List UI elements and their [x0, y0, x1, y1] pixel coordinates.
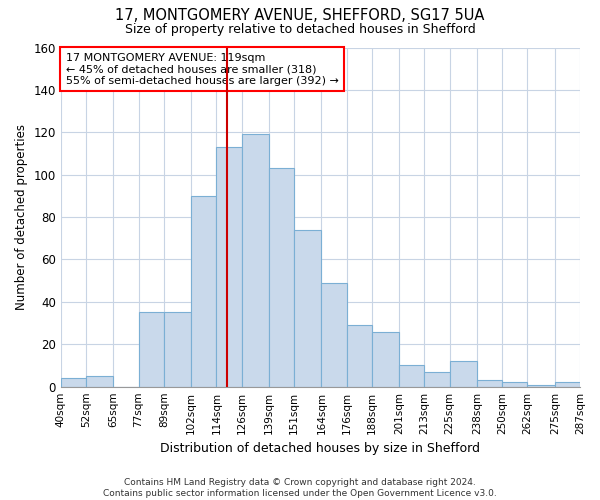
Text: Size of property relative to detached houses in Shefford: Size of property relative to detached ho…: [125, 22, 475, 36]
Bar: [217, 147, 242, 386]
Bar: [294, 230, 322, 386]
Bar: [372, 332, 399, 386]
Bar: [164, 312, 191, 386]
Bar: [86, 376, 113, 386]
Bar: [527, 384, 555, 386]
Bar: [61, 378, 86, 386]
Bar: [449, 361, 477, 386]
Bar: [242, 134, 269, 386]
Y-axis label: Number of detached properties: Number of detached properties: [15, 124, 28, 310]
Text: Contains HM Land Registry data © Crown copyright and database right 2024.
Contai: Contains HM Land Registry data © Crown c…: [103, 478, 497, 498]
Bar: [502, 382, 527, 386]
Bar: [191, 196, 217, 386]
Bar: [139, 312, 164, 386]
Bar: [424, 372, 449, 386]
X-axis label: Distribution of detached houses by size in Shefford: Distribution of detached houses by size …: [160, 442, 481, 455]
Bar: [555, 382, 580, 386]
Bar: [477, 380, 502, 386]
Bar: [269, 168, 294, 386]
Text: 17, MONTGOMERY AVENUE, SHEFFORD, SG17 5UA: 17, MONTGOMERY AVENUE, SHEFFORD, SG17 5U…: [115, 8, 485, 22]
Bar: [322, 283, 347, 387]
Bar: [347, 325, 372, 386]
Bar: [399, 366, 424, 386]
Text: 17 MONTGOMERY AVENUE: 119sqm
← 45% of detached houses are smaller (318)
55% of s: 17 MONTGOMERY AVENUE: 119sqm ← 45% of de…: [66, 52, 339, 86]
